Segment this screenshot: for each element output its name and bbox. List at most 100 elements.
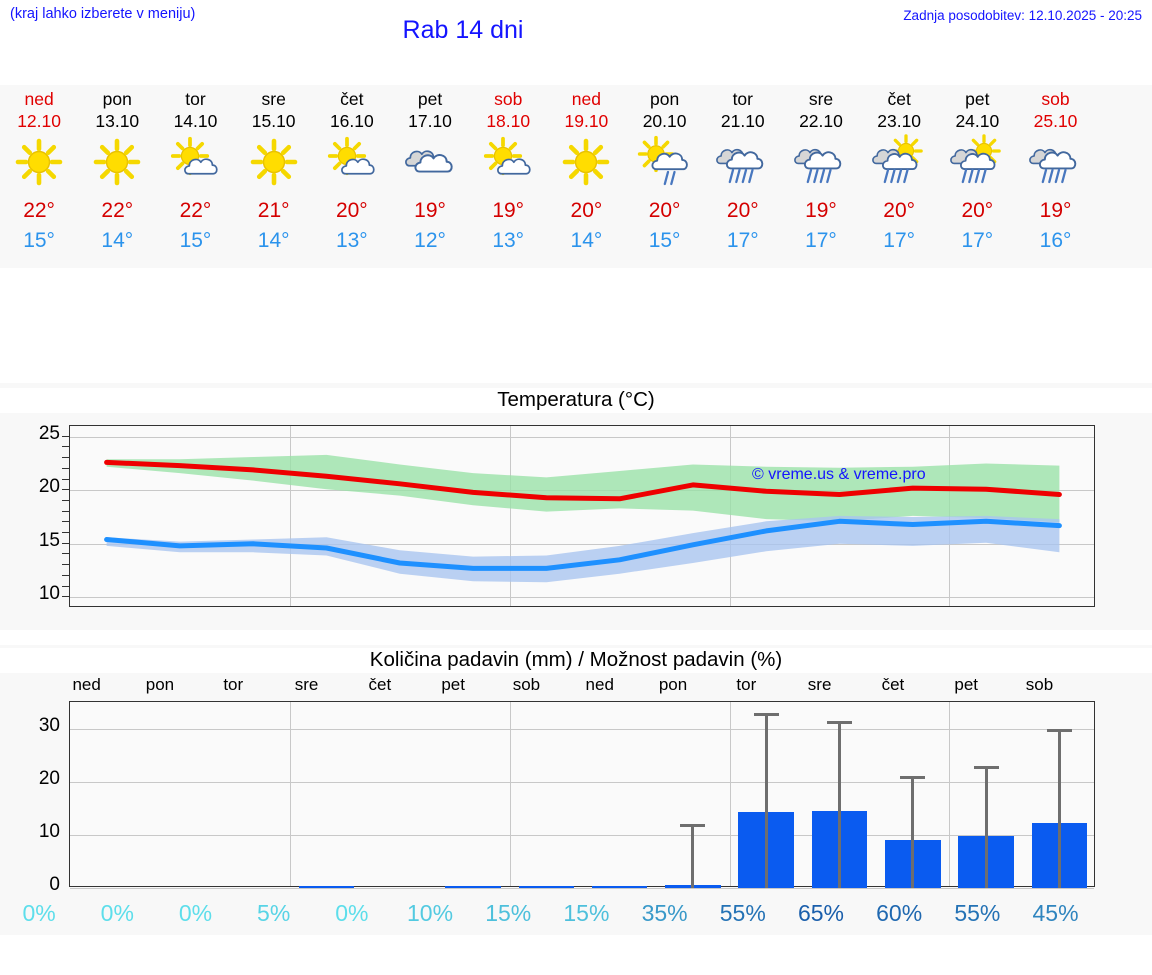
min-temperature-value: 17° bbox=[883, 229, 916, 252]
precipitation-error-bar bbox=[984, 765, 988, 888]
gridline bbox=[70, 728, 1094, 730]
max-temperature-value: 20° bbox=[961, 199, 994, 222]
sunny-icon bbox=[550, 134, 622, 190]
min-temperature-value: 17° bbox=[961, 229, 994, 252]
y-axis-tick-label: 25 bbox=[38, 422, 60, 444]
y-axis-minor-tick bbox=[62, 457, 69, 459]
min-temperature-value: 13° bbox=[335, 229, 368, 252]
precipitation-day-label: čet bbox=[881, 675, 905, 694]
max-temperature-value: 19° bbox=[492, 199, 525, 222]
precipitation-probability-value: 55% bbox=[954, 900, 1001, 926]
min-temperature-value: 16° bbox=[1039, 229, 1072, 252]
gridline bbox=[509, 702, 511, 886]
max-temperature-value: 20° bbox=[883, 199, 916, 222]
precipitation-bar bbox=[518, 886, 575, 888]
day-of-week-label: ned bbox=[24, 89, 54, 109]
precipitation-day-label: sre bbox=[294, 675, 319, 694]
precipitation-probability-value: 15% bbox=[563, 900, 610, 926]
precipitation-chart-title: Količina padavin (mm) / Možnost padavin … bbox=[0, 648, 1152, 673]
precipitation-bar bbox=[298, 886, 355, 888]
precipitation-probability-value: 0% bbox=[100, 900, 134, 926]
rain-icon bbox=[785, 134, 857, 190]
day-column: pon 20.10 20° 15° bbox=[626, 85, 704, 268]
max-temperature-value: 19° bbox=[805, 199, 837, 222]
page-title: Rab 14 dni bbox=[402, 16, 524, 44]
day-column: tor 21.10 20° 17° bbox=[704, 85, 782, 268]
day-column: ned 12.10 22° 15° bbox=[0, 85, 78, 268]
day-of-week-label: čet bbox=[887, 89, 911, 109]
precipitation-probability-value: 0% bbox=[178, 900, 213, 926]
precipitation-probability-value: 0% bbox=[335, 900, 369, 926]
day-column: čet 16.10 20° 13° bbox=[313, 85, 391, 268]
y-axis-minor-tick bbox=[62, 499, 69, 501]
gridline bbox=[70, 888, 1094, 889]
copyright-watermark: © vreme.us & vreme.pro bbox=[752, 466, 926, 483]
day-column: tor 14.10 22° 15° bbox=[156, 85, 234, 268]
rain-icon bbox=[1020, 134, 1092, 190]
day-date-label: 22.10 bbox=[799, 111, 843, 131]
sunny-icon bbox=[3, 134, 75, 190]
y-axis-minor-tick bbox=[62, 435, 69, 437]
y-axis-minor-tick bbox=[62, 489, 69, 491]
precipitation-bar bbox=[445, 886, 501, 888]
day-date-label: 25.10 bbox=[1033, 111, 1078, 131]
cloudy-icon bbox=[394, 134, 466, 190]
precipitation-probability-value: 0% bbox=[22, 900, 56, 926]
max-temperature-value: 20° bbox=[570, 199, 603, 222]
day-date-label: 15.10 bbox=[251, 111, 296, 131]
sun-rain-icon bbox=[941, 134, 1013, 190]
day-of-week-label: tor bbox=[732, 89, 753, 109]
day-date-label: 19.10 bbox=[564, 111, 609, 131]
y-axis-tick-label: 30 bbox=[38, 714, 60, 736]
day-of-week-label: sob bbox=[494, 89, 523, 109]
day-date-label: 21.10 bbox=[720, 111, 765, 131]
day-date-label: 13.10 bbox=[95, 111, 140, 131]
precipitation-day-label: tor bbox=[736, 675, 757, 694]
y-axis-minor-tick bbox=[62, 564, 69, 566]
day-date-label: 14.10 bbox=[173, 111, 218, 131]
min-temperature-value: 12° bbox=[414, 229, 446, 252]
min-temperature-value: 13° bbox=[492, 229, 525, 252]
min-temperature-value: 17° bbox=[726, 229, 759, 252]
precipitation-day-label: sre bbox=[807, 675, 832, 694]
precipitation-day-label: pon bbox=[145, 675, 175, 694]
day-date-label: 17.10 bbox=[408, 111, 452, 131]
y-axis-minor-tick bbox=[62, 532, 69, 534]
gridline bbox=[729, 702, 731, 886]
precipitation-probability-value: 65% bbox=[797, 900, 844, 926]
precipitation-probability-value: 45% bbox=[1032, 900, 1079, 926]
gridline bbox=[289, 702, 291, 886]
precipitation-error-bar bbox=[1057, 728, 1061, 888]
day-column: ned 19.10 20° 14° bbox=[547, 85, 625, 268]
day-date-label: 24.10 bbox=[955, 111, 1000, 131]
day-of-week-label: sre bbox=[808, 89, 834, 109]
precipitation-day-label: ned bbox=[585, 675, 614, 694]
partly-cloudy-icon bbox=[472, 134, 544, 190]
day-of-week-label: čet bbox=[340, 89, 364, 109]
precipitation-error-bar bbox=[911, 776, 915, 888]
y-axis-tick-label: 0 bbox=[49, 874, 60, 895]
gridline bbox=[289, 426, 291, 606]
precipitation-error-bar bbox=[838, 720, 841, 888]
y-axis-minor-tick bbox=[62, 521, 69, 523]
uncertainty-band bbox=[106, 454, 1060, 523]
day-of-week-label: pet bbox=[965, 89, 990, 109]
max-temperature-value: 21° bbox=[257, 199, 290, 222]
max-temperature-value: 22° bbox=[101, 199, 134, 222]
precipitation-probability-value: 5% bbox=[257, 900, 291, 926]
temperature-series bbox=[104, 454, 1062, 583]
precipitation-error-bar-cap bbox=[1046, 728, 1072, 732]
precipitation-day-label: pet bbox=[441, 675, 465, 694]
precipitation-day-label: sob bbox=[1025, 675, 1054, 694]
temperature-chart-title: Temperatura (°C) bbox=[0, 388, 1152, 413]
day-of-week-label: sre bbox=[261, 89, 286, 109]
day-column: sre 22.10 19° 17° bbox=[782, 85, 860, 268]
y-axis-minor-tick bbox=[62, 542, 69, 544]
rain-icon bbox=[707, 134, 779, 190]
y-axis-minor-tick bbox=[62, 467, 69, 469]
y-axis-minor-tick bbox=[62, 596, 69, 598]
y-axis-minor-tick bbox=[62, 585, 69, 587]
day-of-week-label: sob bbox=[1041, 89, 1070, 109]
y-axis-tick-label: 15 bbox=[38, 529, 60, 551]
